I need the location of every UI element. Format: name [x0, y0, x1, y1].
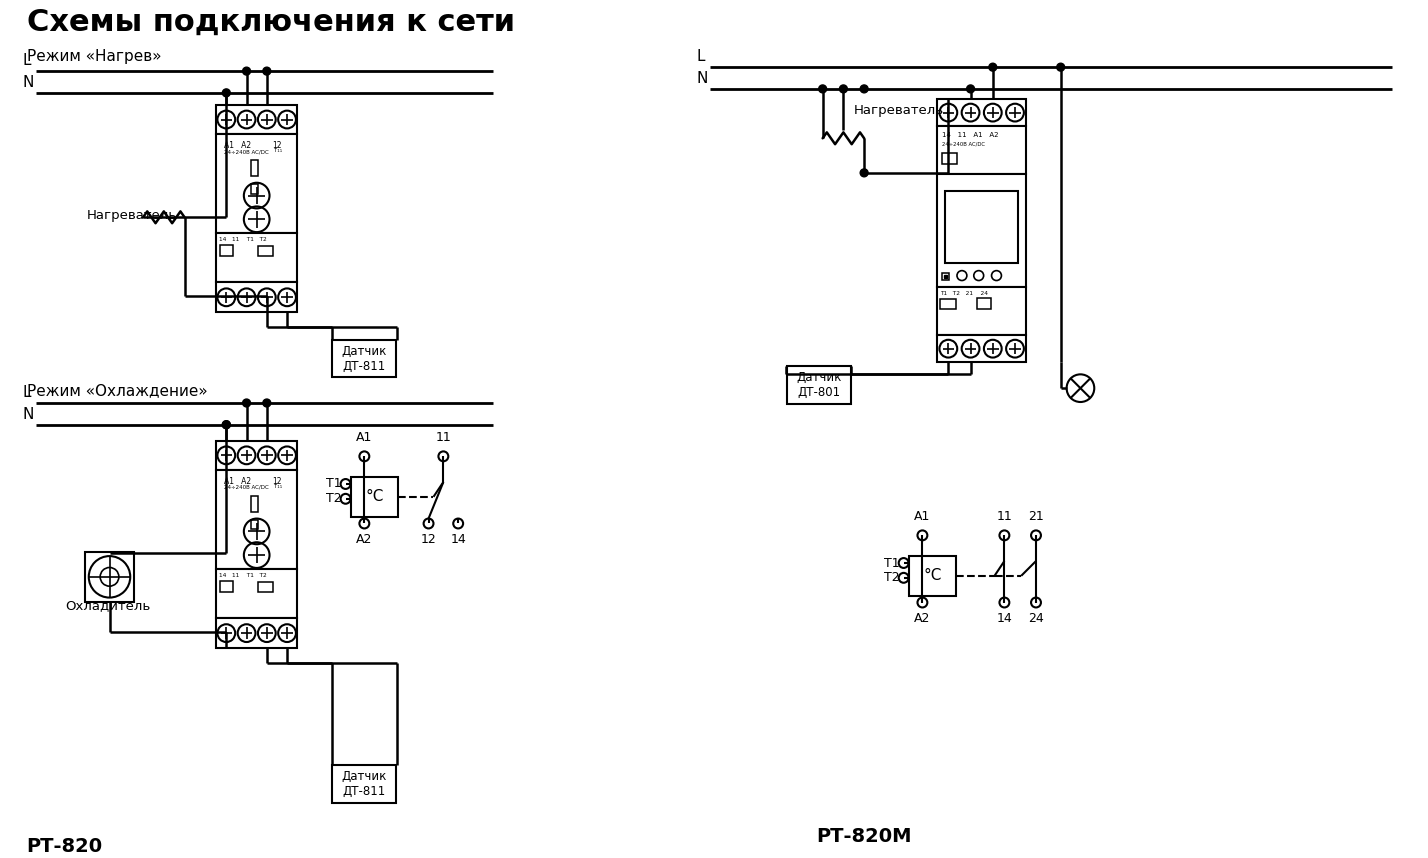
Bar — [257, 246, 274, 256]
Text: 14   11    T1   T2: 14 11 T1 T2 — [218, 237, 267, 242]
Bar — [908, 556, 955, 595]
Bar — [940, 299, 955, 309]
Text: A1   A2: A1 A2 — [224, 142, 251, 150]
Bar — [937, 99, 1027, 126]
Text: 14: 14 — [997, 613, 1012, 625]
Text: 14   11   A1   A2: 14 11 A1 A2 — [942, 132, 998, 138]
Text: N: N — [23, 75, 34, 90]
Bar — [251, 496, 257, 511]
Text: ↑₁₁: ↑₁₁ — [273, 484, 283, 489]
Text: Датчик
ДТ-811: Датчик ДТ-811 — [341, 770, 387, 798]
Text: °C: °C — [922, 568, 941, 583]
Text: T1: T1 — [326, 478, 341, 491]
Text: T2: T2 — [326, 492, 341, 505]
Circle shape — [818, 85, 827, 93]
Circle shape — [243, 399, 250, 407]
Text: N: N — [697, 71, 708, 86]
Text: A2: A2 — [356, 534, 373, 547]
Text: T1: T1 — [884, 557, 900, 570]
Text: T2: T2 — [884, 571, 900, 584]
Bar — [350, 477, 398, 517]
Bar — [216, 135, 297, 233]
Circle shape — [263, 67, 271, 75]
Circle shape — [1057, 63, 1065, 71]
Text: 21: 21 — [1028, 511, 1044, 523]
Bar — [216, 233, 297, 282]
Bar — [216, 470, 297, 569]
Text: 24÷240В AC/DC: 24÷240В AC/DC — [224, 149, 268, 154]
Bar — [977, 299, 991, 309]
Bar — [937, 126, 1027, 174]
Text: A1: A1 — [356, 432, 373, 444]
Text: L: L — [23, 385, 31, 400]
Bar — [257, 582, 274, 592]
Bar — [937, 174, 1027, 287]
Bar — [216, 619, 297, 648]
Text: T1   T2   21    24: T1 T2 21 24 — [940, 292, 988, 296]
Bar — [945, 190, 1018, 263]
Text: °C: °C — [366, 489, 383, 505]
Text: 14   11    T1   T2: 14 11 T1 T2 — [218, 573, 267, 578]
Bar — [251, 184, 257, 194]
Text: 12: 12 — [421, 534, 437, 547]
Circle shape — [967, 85, 974, 93]
Bar — [216, 569, 297, 619]
Circle shape — [223, 420, 230, 429]
Text: L: L — [23, 53, 31, 68]
Bar — [942, 273, 950, 280]
Bar — [787, 366, 851, 404]
Bar — [937, 287, 1027, 335]
Bar — [220, 581, 233, 592]
Text: 12: 12 — [273, 477, 281, 486]
Circle shape — [223, 420, 230, 429]
Text: РТ-820М: РТ-820М — [817, 827, 912, 846]
Bar — [84, 553, 134, 601]
Circle shape — [988, 63, 997, 71]
Bar — [333, 340, 397, 378]
Text: Режим «Охлаждение»: Режим «Охлаждение» — [27, 384, 207, 398]
Text: A2: A2 — [914, 613, 931, 625]
Text: 11: 11 — [436, 432, 451, 444]
Text: Режим «Нагрев»: Режим «Нагрев» — [27, 50, 161, 64]
Bar — [944, 275, 947, 277]
Text: L: L — [697, 49, 705, 64]
Bar — [937, 335, 1027, 362]
Circle shape — [840, 85, 847, 93]
Circle shape — [223, 89, 230, 97]
Text: A1: A1 — [914, 511, 931, 523]
Bar — [333, 765, 397, 803]
Text: 24: 24 — [1028, 613, 1044, 625]
Bar — [251, 520, 257, 529]
Circle shape — [860, 85, 868, 93]
Text: 24÷240В AC/DC: 24÷240В AC/DC — [224, 485, 268, 490]
Text: 14: 14 — [450, 534, 466, 547]
Circle shape — [860, 169, 868, 177]
Text: Датчик
ДТ-811: Датчик ДТ-811 — [341, 345, 387, 372]
Bar — [216, 105, 297, 135]
Text: A1   A2: A1 A2 — [224, 477, 251, 486]
Bar — [220, 245, 233, 256]
Text: РТ-820: РТ-820 — [27, 837, 103, 855]
Text: Схемы подключения к сети: Схемы подключения к сети — [27, 8, 514, 37]
Text: Нагреватель: Нагреватель — [87, 208, 177, 222]
Circle shape — [243, 67, 250, 75]
Bar — [216, 282, 297, 312]
Text: N: N — [23, 407, 34, 422]
Text: ↑₁₁: ↑₁₁ — [273, 148, 283, 154]
Bar — [251, 160, 257, 176]
Text: Нагреватель: Нагреватель — [854, 104, 944, 117]
Text: Датчик
ДТ-801: Датчик ДТ-801 — [795, 372, 841, 399]
Bar — [216, 440, 297, 470]
Bar — [942, 153, 957, 164]
Circle shape — [263, 399, 271, 407]
Text: 12: 12 — [273, 142, 281, 150]
Text: Охладитель: Охладитель — [64, 600, 150, 613]
Text: 11: 11 — [997, 511, 1012, 523]
Text: 24÷240В AC/DC: 24÷240В AC/DC — [942, 142, 985, 146]
